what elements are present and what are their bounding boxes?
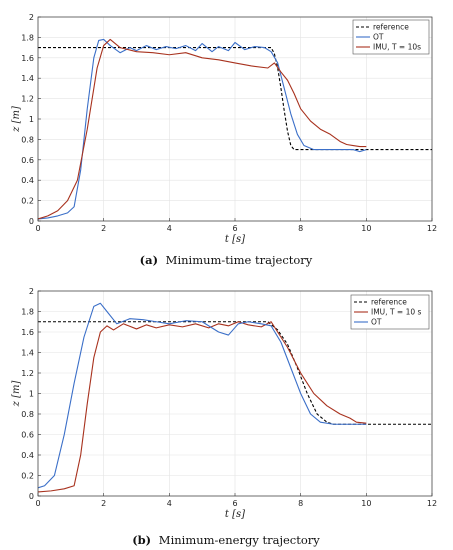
x-tick-label-0: 0 [35,224,40,233]
x-tick-label-2: 4 [167,499,172,508]
x-tick-label-4: 8 [298,499,303,508]
series-line-imu-t-10s [37,38,367,220]
y-tick-label-6: 1.2 [21,95,34,104]
x-tick-label-6: 12 [427,224,437,233]
y-tick-label-6: 1.2 [21,369,34,378]
caption-a-label: (a) [140,253,158,267]
y-tick-label-7: 1.4 [21,74,34,83]
x-tick-label-4: 8 [298,224,303,233]
legend-label-2: IMU, T = 10s [373,43,421,52]
y-axis-label: z [m] [11,106,22,133]
y-tick-label-7: 1.4 [21,349,34,358]
caption-b: (b) Minimum-energy trajectory [132,533,320,547]
y-tick-label-5: 1 [29,115,34,124]
y-tick-label-1: 0.2 [21,197,34,206]
caption-a-text: Minimum-time trajectory [166,253,313,267]
x-tick-label-3: 6 [232,499,237,508]
x-tick-label-0: 0 [35,499,40,508]
series-line-ot [37,302,367,489]
chart-panel-a: 0 2 4 6 8 10 12 0 0.2 0.4 0.6 0.8 1 1.2 1.4 1.6 1.8 2 t [s… [11,13,437,245]
caption-a: (a) Minimum-time trajectory [140,253,313,267]
y-tick-label-9: 1.8 [21,308,34,317]
y-tick-label-4: 0.8 [21,410,34,419]
y-tick-label-3: 0.6 [21,156,34,165]
x-tick-label-3: 6 [232,224,237,233]
legend-label-0: reference [371,298,407,307]
legend-label-1: IMU, T = 10 s [371,308,422,317]
y-tick-label-8: 1.6 [21,54,34,63]
chart-panel-b: 0 2 4 6 8 10 12 0 0.2 0.4 0.6 0.8 1 1.2 1.4 1.6 1.8 2 t [s… [11,287,437,520]
legend-label-0: reference [373,23,409,32]
y-tick-label-1: 0.2 [21,472,34,481]
y-tick-label-5: 1 [29,390,34,399]
x-tick-label-5: 10 [361,499,371,508]
y-axis-label: z [m] [11,381,22,408]
y-tick-label-4: 0.8 [21,135,34,144]
y-tick-label-8: 1.6 [21,328,34,337]
caption-b-text: Minimum-energy trajectory [159,533,320,547]
y-tick-label-10: 2 [29,13,34,22]
legend-label-1: OT [373,33,384,42]
x-axis-label: t [s] [225,234,245,245]
y-tick-label-2: 0.4 [21,176,34,185]
y-tick-label-2: 0.4 [21,451,34,460]
series-line-reference [38,47,432,151]
x-axis-label: t [s] [225,509,245,520]
y-tick-label-0: 0 [29,217,34,226]
x-tick-label-5: 10 [361,224,371,233]
series-line-imu-t-10-s [37,321,367,493]
series-line-ot [37,38,367,220]
caption-b-label: (b) [132,533,151,547]
legend-label-2: OT [371,318,382,327]
x-tick-label-6: 12 [427,499,437,508]
y-tick-label-10: 2 [29,287,34,296]
y-tick-label-3: 0.6 [21,431,34,440]
x-tick-label-1: 2 [101,224,106,233]
y-tick-label-0: 0 [29,492,34,501]
y-tick-label-9: 1.8 [21,33,34,42]
x-tick-label-2: 4 [167,224,172,233]
x-tick-label-1: 2 [101,499,106,508]
